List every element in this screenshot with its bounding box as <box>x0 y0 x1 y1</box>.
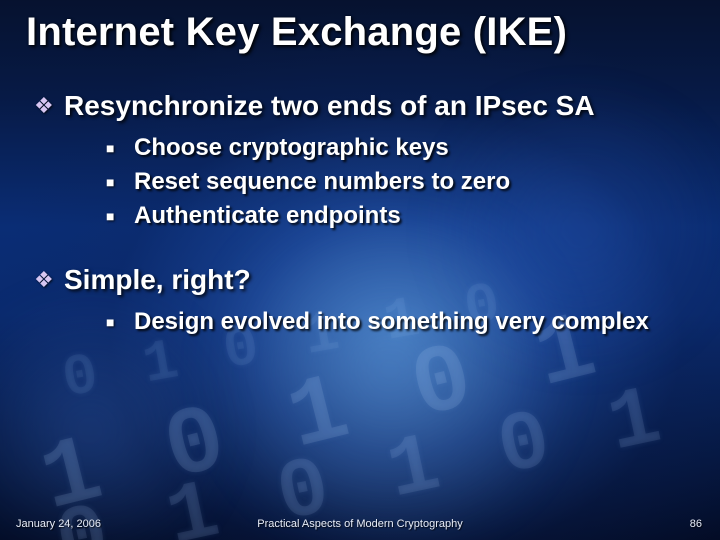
sub-list: ■ Choose cryptographic keys ■ Reset sequ… <box>106 132 720 232</box>
list-item: ■ Design evolved into something very com… <box>106 306 720 338</box>
list-item-text: Choose cryptographic keys <box>134 132 449 164</box>
list-item: ■ Reset sequence numbers to zero <box>106 166 720 198</box>
list-item: ■ Authenticate endpoints <box>106 200 720 232</box>
slide-footer: January 24, 2006 Practical Aspects of Mo… <box>0 512 720 530</box>
diamond-bullet-icon: ❖ <box>34 88 64 124</box>
footer-page-number: 86 <box>690 518 702 530</box>
list-item-text: Reset sequence numbers to zero <box>134 166 510 198</box>
slide: 0 1 0 1 0 1 1 0 1 0 1 0 1 0 1 0 1 1 0 In… <box>0 0 720 540</box>
list-item: ❖ Resynchronize two ends of an IPsec SA <box>34 88 720 124</box>
footer-center-text: Practical Aspects of Modern Cryptography <box>0 518 720 530</box>
list-item-text: Design evolved into something very compl… <box>134 306 649 338</box>
list-item: ■ Choose cryptographic keys <box>106 132 720 164</box>
list-item-text: Authenticate endpoints <box>134 200 401 232</box>
square-bullet-icon: ■ <box>106 132 134 164</box>
sub-list: ■ Design evolved into something very com… <box>106 306 720 338</box>
square-bullet-icon: ■ <box>106 200 134 232</box>
slide-title: Internet Key Exchange (IKE) <box>26 10 700 55</box>
square-bullet-icon: ■ <box>106 166 134 198</box>
list-item: ❖ Simple, right? <box>34 262 720 298</box>
square-bullet-icon: ■ <box>106 306 134 338</box>
diamond-bullet-icon: ❖ <box>34 262 64 298</box>
spacer <box>34 248 720 262</box>
list-item-text: Resynchronize two ends of an IPsec SA <box>64 88 595 124</box>
slide-body: ❖ Resynchronize two ends of an IPsec SA … <box>34 88 720 354</box>
list-item-text: Simple, right? <box>64 262 251 298</box>
